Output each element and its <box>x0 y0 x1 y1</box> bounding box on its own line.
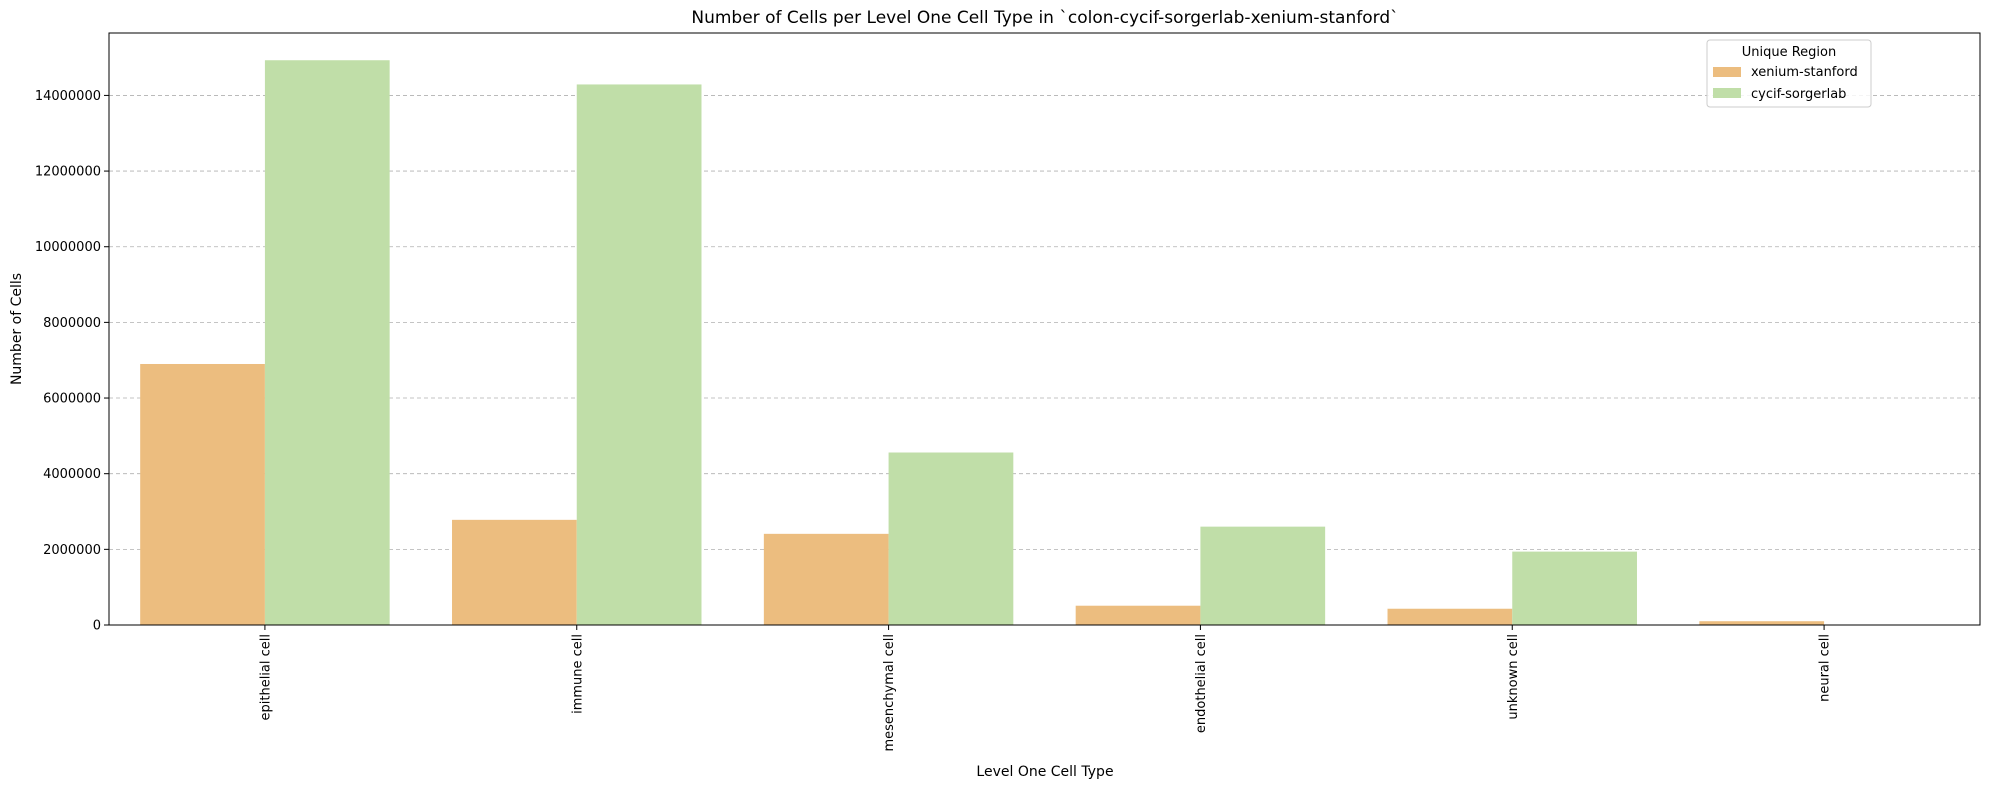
bar-xenium-stanford-immune-cell <box>452 519 577 625</box>
legend-swatch-cycif-sorgerlab <box>1713 88 1741 98</box>
x-tick-label: unknown cell <box>1506 634 1521 720</box>
x-tick-label: immune cell <box>570 634 585 714</box>
y-tick-label: 10000000 <box>35 240 101 255</box>
legend-label-cycif-sorgerlab: cycif-sorgerlab <box>1751 87 1846 102</box>
bar-xenium-stanford-mesenchymal-cell <box>763 533 889 625</box>
bar-xenium-stanford-unknown-cell <box>1387 608 1513 625</box>
legend-title: Unique Region <box>1742 45 1837 60</box>
chart-title: Number of Cells per Level One Cell Type … <box>691 8 1398 28</box>
bar-xenium-stanford-epithelial-cell <box>140 363 265 625</box>
x-axis-ticks: epithelial cell immune cell mesenchymal ce… <box>258 625 1833 752</box>
legend-swatch-xenium-stanford <box>1713 67 1741 77</box>
y-axis-label: Number of Cells <box>9 273 25 385</box>
bars <box>140 60 1825 626</box>
bar-xenium-stanford-neural-cell <box>1699 621 1825 625</box>
legend: Unique Region xenium-stanford cycif-sorg… <box>1706 39 1872 108</box>
x-tick-label: epithelial cell <box>258 634 273 721</box>
y-tick-label: 6000000 <box>43 392 101 407</box>
x-tick-label: mesenchymal cell <box>882 634 897 752</box>
bar-cycif-sorgerlab-unknown-cell <box>1512 551 1637 625</box>
bar-cycif-sorgerlab-endothelial-cell <box>1200 526 1326 625</box>
bar-cycif-sorgerlab-immune-cell <box>576 84 702 625</box>
x-tick-label: endothelial cell <box>1194 634 1209 733</box>
y-tick-label: 2000000 <box>43 543 101 558</box>
legend-label-xenium-stanford: xenium-stanford <box>1751 65 1858 80</box>
x-axis-label: Level One Cell Type <box>976 764 1113 780</box>
bar-xenium-stanford-endothelial-cell <box>1075 605 1201 625</box>
y-axis-ticks: 0 2000000 4000000 6000000 8000000 10000000 120… <box>35 89 109 634</box>
y-tick-label: 14000000 <box>35 89 101 104</box>
y-tick-label: 0 <box>93 619 101 634</box>
y-tick-label: 12000000 <box>35 165 101 180</box>
bar-cycif-sorgerlab-mesenchymal-cell <box>888 452 1014 625</box>
plot-frame <box>108 32 1981 626</box>
legend-box <box>1706 39 1872 108</box>
y-tick-label: 8000000 <box>43 316 101 331</box>
bar-cycif-sorgerlab-epithelial-cell <box>264 60 390 626</box>
x-tick-label: neural cell <box>1818 634 1833 702</box>
y-tick-label: 4000000 <box>43 467 101 482</box>
